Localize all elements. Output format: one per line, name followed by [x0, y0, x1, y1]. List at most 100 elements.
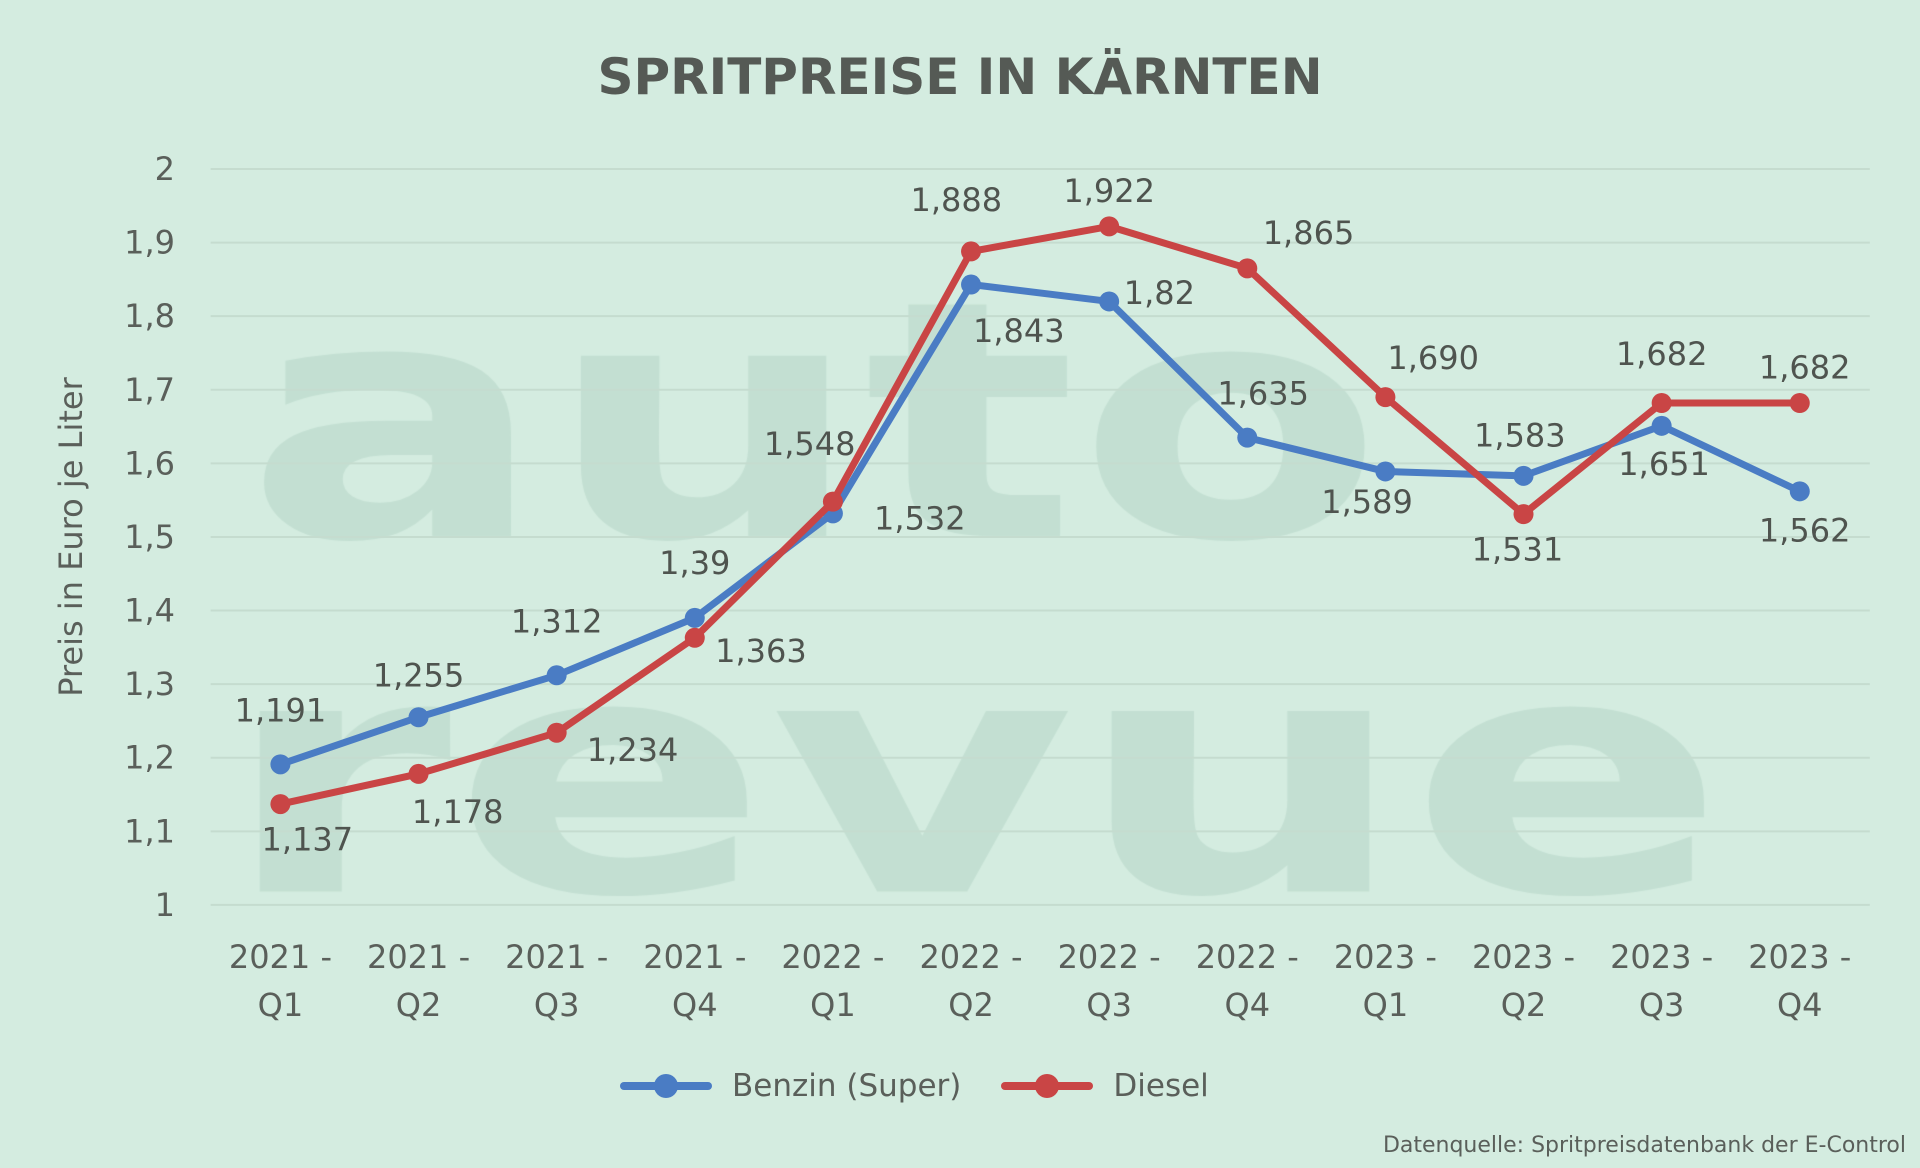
data-label-diesel: 1,690	[1387, 339, 1479, 377]
data-point-diesel[interactable]	[270, 794, 291, 815]
data-label-diesel: 1,548	[764, 425, 856, 463]
data-source: Datenquelle: Spritpreisdatenbank der E-C…	[1382, 1133, 1906, 1158]
data-point-benzin[interactable]	[961, 274, 982, 295]
data-label-benzin: 1,651	[1618, 445, 1710, 483]
data-point-benzin[interactable]	[1237, 427, 1258, 448]
y-tick-label: 2	[155, 150, 175, 188]
y-tick-label: 1,4	[124, 592, 175, 630]
chart-title: SPRITPREISE IN KÄRNTEN	[597, 48, 1323, 106]
legend: Benzin (Super) Diesel	[620, 1068, 1209, 1104]
x-tick-label: 2021 -	[367, 938, 470, 976]
x-tick-label: Q4	[1777, 986, 1823, 1024]
y-axis-label: Preis in Euro je Liter	[52, 376, 90, 696]
x-tick-label: 2022 -	[781, 938, 884, 976]
data-label-benzin: 1,255	[373, 657, 465, 695]
x-tick-label: 2022 -	[1058, 938, 1161, 976]
x-tick-label: 2021 -	[505, 938, 608, 976]
x-tick-label: Q3	[534, 986, 580, 1024]
data-point-diesel[interactable]	[1375, 387, 1396, 408]
data-label-benzin: 1,589	[1321, 483, 1413, 521]
data-point-benzin[interactable]	[270, 754, 291, 775]
x-tick-label: Q2	[396, 986, 442, 1024]
y-tick-label: 1,8	[124, 297, 175, 335]
data-point-diesel[interactable]	[1099, 216, 1120, 237]
data-point-diesel[interactable]	[822, 491, 843, 512]
data-label-diesel: 1,888	[911, 181, 1003, 219]
data-point-diesel[interactable]	[1513, 504, 1534, 525]
data-point-diesel[interactable]	[684, 627, 705, 648]
data-label-benzin: 1,39	[659, 544, 730, 582]
y-tick-label: 1,3	[124, 665, 175, 703]
y-axis-ticks: 1 1,1 1,2 1,3 1,4 1,5 1,6 1,7 1,8 1,9 2	[124, 150, 175, 924]
gridlines	[210, 167, 1870, 906]
data-label-diesel: 1,137	[262, 821, 354, 859]
data-point-benzin[interactable]	[1375, 461, 1396, 482]
legend-item-benzin[interactable]: Benzin (Super)	[620, 1068, 961, 1104]
data-label-benzin: 1,583	[1474, 416, 1566, 454]
data-point-diesel[interactable]	[961, 241, 982, 262]
data-point-benzin[interactable]	[1099, 291, 1120, 312]
x-tick-label: Q4	[1225, 986, 1271, 1024]
series-line-benzin	[279, 281, 1802, 768]
legend-label-benzin: Benzin (Super)	[732, 1068, 962, 1104]
x-tick-label: 2022 -	[919, 938, 1022, 976]
data-point-benzin[interactable]	[408, 707, 429, 728]
x-tick-label: 2023 -	[1334, 938, 1437, 976]
x-tick-label: 2023 -	[1610, 938, 1713, 976]
data-label-benzin: 1,635	[1217, 375, 1309, 413]
x-tick-label: Q2	[948, 986, 994, 1024]
x-tick-label: Q1	[1363, 986, 1409, 1024]
x-tick-label: Q1	[810, 986, 856, 1024]
y-tick-label: 1,2	[124, 739, 175, 777]
data-labels: 1,191 1,255 1,312 1,39 1,532 1,843 1,82 1,635 1,…	[235, 172, 1851, 859]
data-label-diesel: 1,178	[412, 793, 504, 831]
data-label-diesel: 1,922	[1063, 172, 1155, 210]
x-tick-label: 2023 -	[1472, 938, 1575, 976]
y-tick-label: 1	[155, 886, 175, 924]
y-tick-label: 1,7	[124, 371, 175, 409]
x-tick-label: 2021 -	[643, 938, 746, 976]
x-tick-label: Q1	[258, 986, 304, 1024]
data-label-diesel: 1,363	[715, 632, 807, 670]
series-line-diesel	[279, 222, 1800, 808]
data-point-diesel[interactable]	[546, 722, 567, 743]
y-tick-label: 1,5	[124, 518, 175, 556]
data-point-benzin[interactable]	[1789, 481, 1810, 502]
data-label-benzin: 1,191	[235, 691, 327, 729]
data-point-diesel[interactable]	[408, 763, 429, 784]
y-tick-label: 1,9	[124, 224, 175, 262]
y-tick-label: 1,6	[124, 444, 175, 482]
data-point-diesel[interactable]	[1237, 258, 1258, 279]
data-point-benzin[interactable]	[546, 665, 567, 686]
x-axis-ticks: 2021 - Q1 2021 - Q2 2021 - Q3 2021 - Q4 2022 - Q1…	[229, 938, 1852, 1024]
data-label-benzin: 1,82	[1124, 274, 1195, 312]
legend-marker-benzin	[620, 1074, 712, 1098]
y-tick-label: 1,1	[124, 812, 175, 850]
data-label-benzin: 1,312	[511, 602, 603, 640]
x-tick-label: Q2	[1501, 986, 1547, 1024]
legend-label-diesel: Diesel	[1113, 1068, 1209, 1104]
x-tick-label: 2021 -	[229, 938, 332, 976]
data-label-benzin: 1,562	[1759, 511, 1851, 549]
x-tick-label: 2023 -	[1748, 938, 1851, 976]
data-label-diesel: 1,682	[1759, 348, 1851, 386]
data-point-diesel[interactable]	[1651, 393, 1672, 414]
data-point-benzin[interactable]	[1651, 415, 1672, 436]
x-tick-label: Q3	[1639, 986, 1685, 1024]
data-label-diesel: 1,531	[1472, 531, 1564, 569]
data-point-benzin[interactable]	[1513, 465, 1534, 486]
legend-marker-diesel	[1001, 1074, 1094, 1098]
data-label-diesel: 1,865	[1263, 214, 1355, 252]
data-label-diesel: 1,682	[1616, 335, 1708, 373]
data-label-benzin: 1,532	[874, 499, 966, 537]
data-point-benzin[interactable]	[684, 607, 705, 628]
legend-item-diesel[interactable]: Diesel	[1001, 1068, 1209, 1104]
x-tick-label: 2022 -	[1196, 938, 1299, 976]
data-label-benzin: 1,843	[973, 312, 1065, 350]
data-label-diesel: 1,234	[587, 731, 679, 769]
x-tick-label: Q4	[672, 986, 718, 1024]
series-lines	[270, 216, 1810, 815]
data-point-diesel[interactable]	[1789, 393, 1810, 414]
